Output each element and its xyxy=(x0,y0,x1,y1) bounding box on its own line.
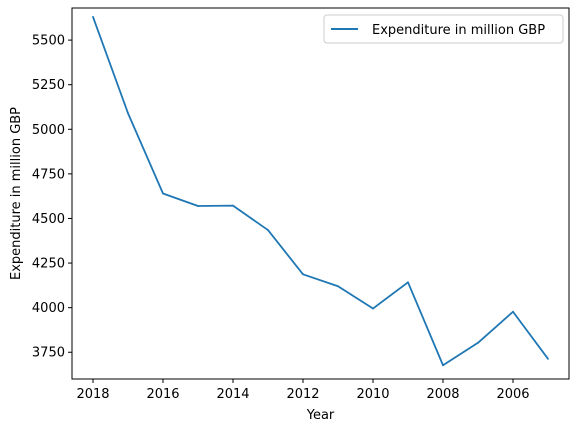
series-group xyxy=(92,16,549,367)
data-point xyxy=(407,281,409,284)
x-axis-label: Year xyxy=(306,408,335,423)
x-tick-label: 2018 xyxy=(76,387,109,402)
data-point xyxy=(162,192,164,195)
y-tick-label: 3750 xyxy=(32,346,65,361)
y-tick-label: 4250 xyxy=(32,257,65,272)
data-point xyxy=(197,205,199,207)
y-tick-label: 5250 xyxy=(32,78,65,93)
y-tick-label: 5500 xyxy=(32,34,65,49)
legend-label: Expenditure in million GBP xyxy=(372,23,545,38)
x-tick-label: 2016 xyxy=(146,387,179,402)
data-point xyxy=(477,341,479,344)
y-tick-label: 5000 xyxy=(32,123,65,138)
data-point xyxy=(302,273,304,276)
x-tick-label: 2008 xyxy=(426,387,459,402)
y-tick-label: 4500 xyxy=(32,212,65,227)
x-tick-label: 2006 xyxy=(496,387,529,402)
x-tick-label: 2010 xyxy=(356,387,389,402)
x-tick-label: 2012 xyxy=(286,387,319,402)
data-point xyxy=(92,16,94,18)
legend: Expenditure in million GBP xyxy=(323,14,564,44)
data-point xyxy=(267,229,269,231)
plot-area xyxy=(71,7,570,380)
data-point xyxy=(127,112,129,115)
y-axis-ticks: 3750 4000 4250 4500 4750 5000 5250 5500 xyxy=(32,34,72,361)
x-axis-ticks: 2018 2016 2014 2012 2010 2008 2006 xyxy=(76,379,530,402)
data-point xyxy=(337,285,339,288)
data-point xyxy=(232,204,234,207)
series-line xyxy=(92,16,549,367)
y-tick-label: 4750 xyxy=(32,167,65,182)
x-tick-label: 2014 xyxy=(216,387,249,402)
data-point xyxy=(547,357,549,360)
legend-box xyxy=(323,14,564,44)
y-axis-label: Expenditure in million GBP xyxy=(9,107,24,280)
data-point xyxy=(442,364,444,367)
data-point xyxy=(512,310,514,313)
data-point xyxy=(372,307,374,310)
y-tick-label: 4000 xyxy=(32,301,65,316)
